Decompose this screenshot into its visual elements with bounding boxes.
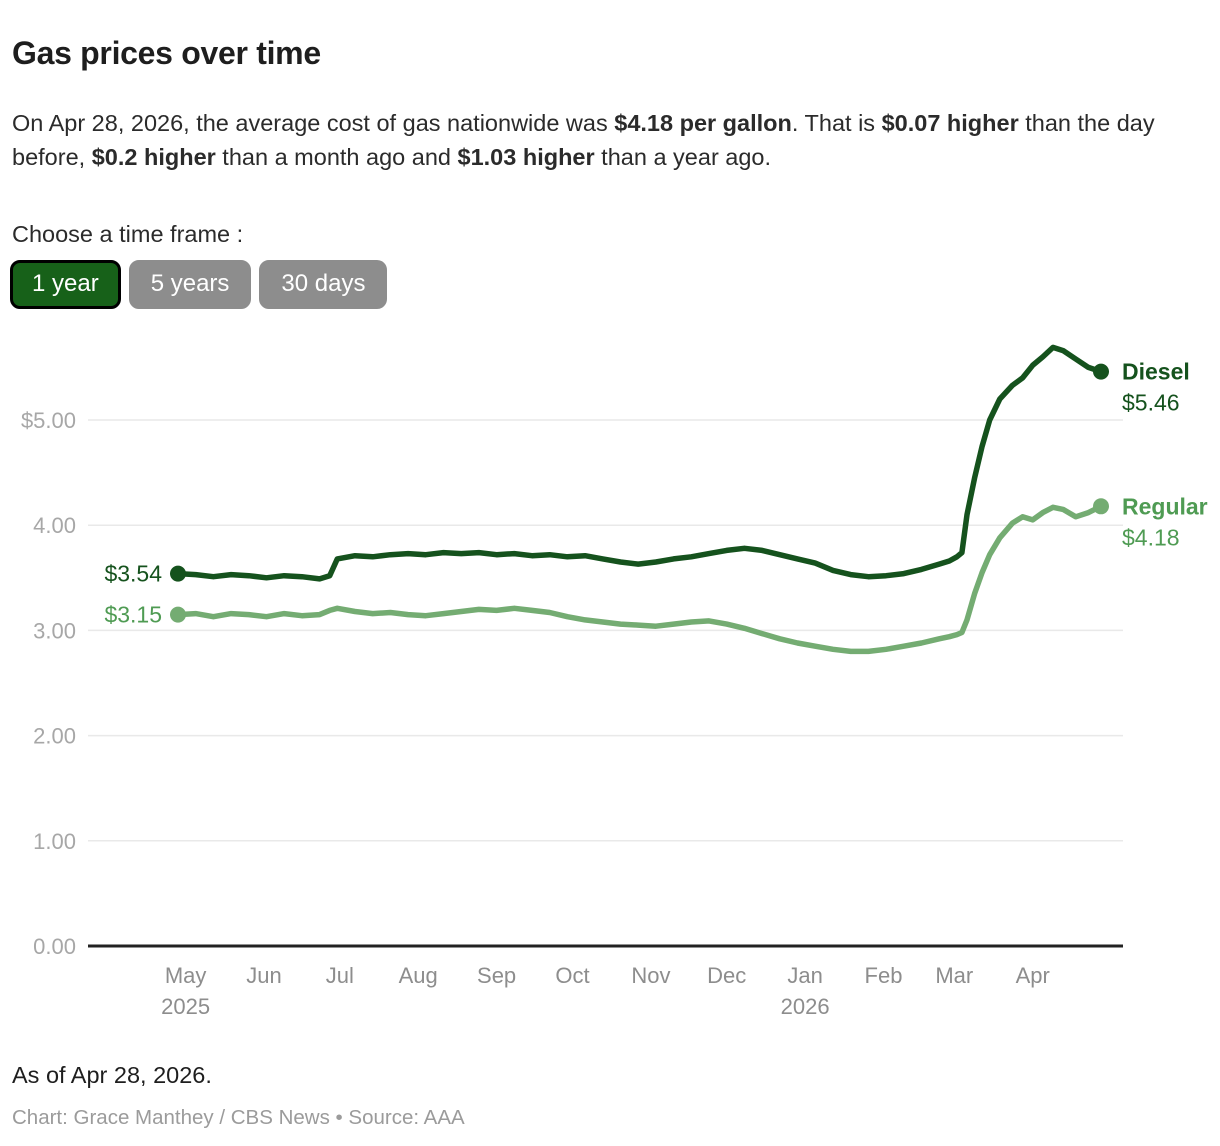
- chart-credit: Chart: Grace Manthey / CBS News • Source…: [12, 1106, 465, 1129]
- y-axis-tick-label: 0.00: [33, 934, 76, 959]
- diesel-line: [175, 344, 1104, 582]
- chart-description: On Apr 28, 2026, the average cost of gas…: [12, 106, 1192, 174]
- x-axis-tick-label: Mar: [935, 963, 973, 988]
- regular-series-name-label: Regular: [1122, 493, 1208, 519]
- timeframe-label: Choose a time frame :: [12, 221, 244, 247]
- diesel-end-value-label: $5.46: [1122, 390, 1180, 416]
- x-axis-tick-label: Jan: [787, 963, 822, 988]
- x-axis-tick-label: Oct: [555, 963, 589, 988]
- description-text: On Apr 28, 2026, the average cost of gas…: [12, 109, 615, 136]
- regular-line: [175, 503, 1104, 655]
- y-axis-tick-label: 2.00: [33, 724, 76, 749]
- regular-start-dot: [170, 606, 186, 623]
- y-axis-tick-label: 3.00: [33, 618, 76, 643]
- description-highlight: $4.18 per gallon: [614, 109, 792, 136]
- timeframe-button-1-year[interactable]: 1 year: [10, 260, 121, 309]
- description-text: than a month ago and: [215, 143, 458, 170]
- description-text: than a year ago.: [594, 143, 772, 170]
- x-axis-year-label: 2026: [781, 994, 830, 1019]
- timeframe-buttons: 1 year 5 years 30 days: [10, 260, 388, 309]
- timeframe-button-5-years[interactable]: 5 years: [128, 260, 252, 309]
- x-axis-tick-label: Jul: [326, 963, 354, 988]
- regular-start-value-label: $3.15: [104, 602, 162, 628]
- x-axis-tick-label: Nov: [631, 963, 670, 988]
- diesel-series-name-label: Diesel: [1122, 359, 1190, 385]
- y-axis-tick-label: $5.00: [21, 408, 76, 433]
- timeframe-button-30-days[interactable]: 30 days: [259, 260, 388, 309]
- x-axis-year-label: 2025: [161, 994, 210, 1019]
- x-axis-tick-label: Aug: [399, 963, 438, 988]
- regular-end-value-label: $4.18: [1122, 524, 1180, 550]
- description-highlight: $0.07 higher: [881, 109, 1019, 136]
- x-axis-tick-label: Feb: [865, 963, 903, 988]
- diesel-start-dot: [170, 565, 186, 582]
- gas-price-chart-svg: $5.00 4.00 3.00 2.00 1.00 0.00 May 2025 Jun Jul Au…: [21, 344, 1208, 1019]
- diesel-end-dot: [1093, 363, 1109, 380]
- description-highlight: $1.03 higher: [457, 143, 595, 170]
- page-title: Gas prices over time: [12, 35, 321, 72]
- x-axis-tick-label: May: [165, 963, 207, 988]
- description-text: than the day before,: [12, 109, 1155, 170]
- y-axis-tick-label: 1.00: [33, 829, 76, 854]
- description-text: . That is: [791, 109, 882, 136]
- x-axis-tick-label: Jun: [246, 963, 281, 988]
- as-of-note: As of Apr 28, 2026.: [12, 1062, 212, 1088]
- x-axis-tick-label: Apr: [1016, 963, 1050, 988]
- x-axis-tick-label: Sep: [477, 963, 516, 988]
- regular-end-dot: [1093, 498, 1109, 515]
- description-highlight: $0.2 higher: [91, 143, 216, 170]
- diesel-start-value-label: $3.54: [104, 561, 162, 587]
- y-axis-tick-label: 4.00: [33, 513, 76, 538]
- x-axis-tick-label: Dec: [707, 963, 746, 988]
